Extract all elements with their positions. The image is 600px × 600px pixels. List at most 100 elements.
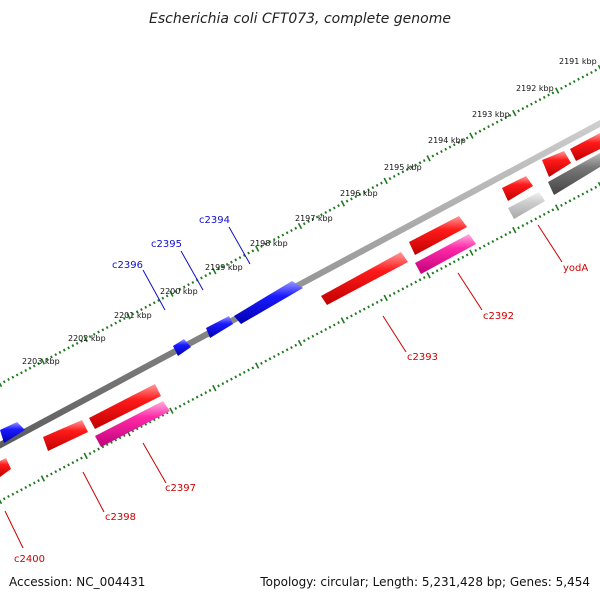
gene-c2397[interactable] bbox=[95, 401, 170, 447]
minor-tick bbox=[380, 298, 383, 302]
minor-tick bbox=[277, 352, 280, 356]
minor-tick bbox=[268, 357, 272, 361]
minor-tick bbox=[388, 294, 392, 298]
gene-label-c2397[interactable]: c2397 bbox=[165, 483, 196, 494]
inner-scale-track bbox=[0, 181, 600, 505]
minor-tick bbox=[452, 260, 456, 264]
minor-tick bbox=[315, 215, 319, 219]
minor-tick bbox=[350, 197, 353, 201]
gene-c2392a[interactable] bbox=[409, 216, 467, 255]
minor-tick bbox=[474, 131, 478, 135]
minor-tick bbox=[178, 404, 182, 408]
gene-c2394[interactable] bbox=[234, 281, 303, 324]
gene-c2399[interactable] bbox=[0, 422, 25, 443]
gene-c2389[interactable] bbox=[502, 176, 533, 201]
minor-tick bbox=[225, 379, 229, 383]
minor-tick bbox=[547, 210, 550, 214]
minor-tick bbox=[24, 485, 28, 489]
minor-tick bbox=[414, 163, 418, 167]
minor-tick bbox=[585, 73, 589, 77]
minor-tick bbox=[97, 330, 100, 334]
minor-tick bbox=[161, 296, 165, 300]
minor-tick bbox=[568, 199, 572, 203]
minor-tick bbox=[272, 238, 276, 242]
minor-tick bbox=[281, 350, 285, 354]
minor-tick bbox=[508, 113, 512, 117]
minor-tick bbox=[405, 168, 409, 172]
minor-tick bbox=[328, 208, 332, 212]
minor-tick bbox=[457, 257, 460, 261]
gene-c2390[interactable] bbox=[542, 151, 571, 177]
gene-c2395[interactable] bbox=[206, 316, 233, 338]
minor-tick bbox=[264, 242, 268, 246]
minor-tick bbox=[58, 350, 62, 354]
gene-label-c2396[interactable]: c2396 bbox=[112, 260, 143, 271]
minor-tick bbox=[182, 402, 186, 406]
minor-tick bbox=[495, 237, 499, 241]
gene-c2400[interactable] bbox=[0, 458, 11, 477]
minor-tick bbox=[24, 368, 28, 372]
minor-tick bbox=[354, 195, 358, 199]
gene-c2398[interactable] bbox=[43, 420, 88, 451]
gene-yodA[interactable] bbox=[508, 192, 545, 219]
minor-tick bbox=[328, 325, 332, 329]
gene-label-c2395[interactable]: c2395 bbox=[151, 239, 182, 250]
minor-tick bbox=[11, 492, 15, 496]
minor-tick bbox=[285, 231, 289, 235]
major-tick bbox=[597, 181, 600, 187]
minor-tick bbox=[380, 181, 383, 185]
minor-tick bbox=[431, 154, 435, 158]
minor-tick bbox=[542, 95, 546, 99]
minor-tick bbox=[242, 253, 246, 257]
minor-tick bbox=[482, 127, 486, 131]
gene-c2396[interactable] bbox=[173, 339, 191, 356]
major-tick bbox=[383, 294, 388, 302]
gene-label-c2394[interactable]: c2394 bbox=[199, 215, 230, 226]
gene-c2393[interactable] bbox=[321, 252, 408, 305]
minor-tick bbox=[75, 341, 79, 345]
minor-tick bbox=[204, 391, 208, 395]
minor-tick bbox=[500, 235, 503, 239]
minor-tick bbox=[152, 301, 156, 305]
minor-tick bbox=[75, 458, 79, 462]
minor-tick bbox=[28, 483, 32, 487]
minor-tick bbox=[7, 377, 10, 381]
minor-tick bbox=[572, 197, 576, 201]
gene-label-c2400[interactable]: c2400 bbox=[14, 554, 45, 565]
minor-tick bbox=[491, 239, 495, 243]
gene-label-c2392[interactable]: c2392 bbox=[483, 311, 514, 322]
gene-label-c2398[interactable]: c2398 bbox=[105, 512, 136, 523]
gene-label-c2393[interactable]: c2393 bbox=[407, 352, 438, 363]
minor-tick bbox=[337, 204, 340, 208]
minor-tick bbox=[435, 269, 439, 273]
minor-tick bbox=[11, 375, 15, 379]
gene-c2397a[interactable] bbox=[89, 384, 161, 429]
minor-tick bbox=[388, 177, 392, 181]
minor-tick bbox=[110, 323, 113, 327]
gene-label-yodA[interactable]: yodA bbox=[563, 263, 588, 274]
minor-tick bbox=[560, 86, 563, 90]
gene-c2392[interactable] bbox=[415, 234, 476, 274]
minor-tick bbox=[58, 467, 62, 471]
minor-tick bbox=[474, 248, 478, 252]
minor-tick bbox=[551, 91, 555, 95]
gene-grey-a[interactable] bbox=[548, 153, 600, 195]
minor-tick bbox=[62, 465, 66, 469]
minor-tick bbox=[242, 370, 246, 374]
minor-tick bbox=[20, 488, 23, 492]
minor-tick bbox=[418, 278, 422, 282]
minor-tick bbox=[435, 152, 439, 156]
gene-labels: c2394 c2395 c2396 yodA c2392 c2393 c2397… bbox=[14, 215, 588, 565]
minor-tick bbox=[564, 201, 568, 205]
minor-tick bbox=[362, 190, 366, 194]
minor-tick bbox=[448, 262, 452, 266]
minor-tick bbox=[367, 305, 370, 309]
minor-tick bbox=[311, 217, 315, 221]
gene-c2391[interactable] bbox=[570, 133, 600, 161]
minor-tick bbox=[302, 222, 306, 226]
minor-tick bbox=[234, 375, 238, 379]
minor-tick bbox=[564, 84, 568, 88]
minor-tick bbox=[461, 138, 465, 142]
minor-tick bbox=[165, 294, 169, 298]
minor-tick bbox=[290, 229, 293, 233]
